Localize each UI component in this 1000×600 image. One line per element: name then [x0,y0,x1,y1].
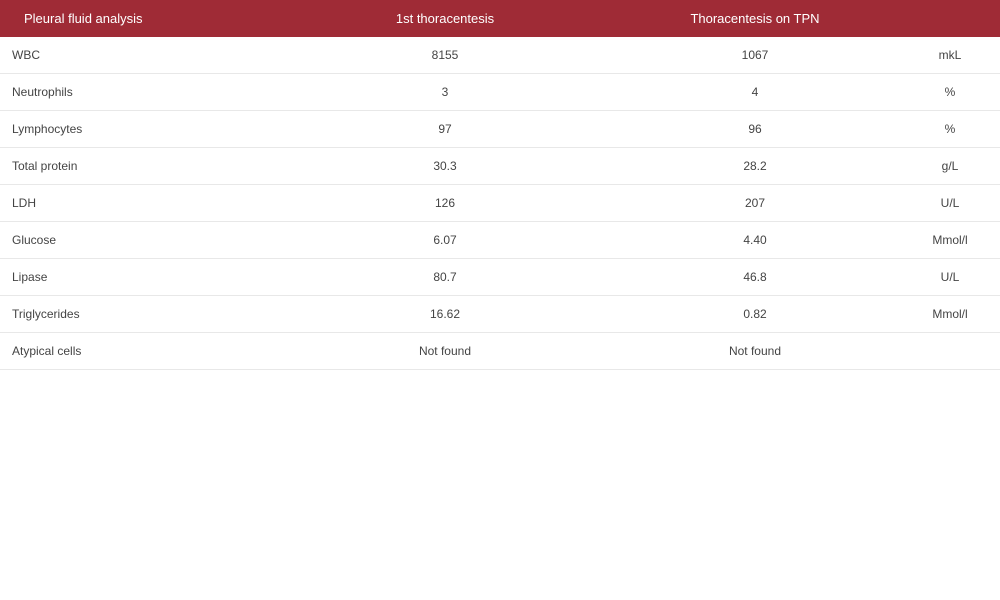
cell-unit: Mmol/l [900,296,1000,333]
table-row: Total protein 30.3 28.2 g/L [0,148,1000,185]
cell-v2: 4 [610,74,900,111]
cell-v1: 126 [280,185,610,222]
cell-unit [900,333,1000,370]
table-row: Triglycerides 16.62 0.82 Mmol/l [0,296,1000,333]
col-header-analysis: Pleural fluid analysis [0,0,280,37]
cell-v2: Not found [610,333,900,370]
table-row: Neutrophils 3 4 % [0,74,1000,111]
table-row: Glucose 6.07 4.40 Mmol/l [0,222,1000,259]
cell-v1: 6.07 [280,222,610,259]
cell-unit: g/L [900,148,1000,185]
cell-v2: 1067 [610,37,900,74]
cell-v1: 3 [280,74,610,111]
cell-v2: 0.82 [610,296,900,333]
cell-unit: Mmol/l [900,222,1000,259]
table-body: WBC 8155 1067 mkL Neutrophils 3 4 % Lymp… [0,37,1000,370]
table-header-row: Pleural fluid analysis 1st thoracentesis… [0,0,1000,37]
cell-v2: 28.2 [610,148,900,185]
table-row: Atypical cells Not found Not found [0,333,1000,370]
cell-param: Glucose [0,222,280,259]
table-row: LDH 126 207 U/L [0,185,1000,222]
cell-param: Lipase [0,259,280,296]
cell-v1: 80.7 [280,259,610,296]
cell-unit: % [900,74,1000,111]
col-header-first-thoracentesis: 1st thoracentesis [280,0,610,37]
cell-param: LDH [0,185,280,222]
cell-v2: 96 [610,111,900,148]
cell-unit: mkL [900,37,1000,74]
table-row: Lipase 80.7 46.8 U/L [0,259,1000,296]
cell-v1: 97 [280,111,610,148]
pleural-fluid-table: Pleural fluid analysis 1st thoracentesis… [0,0,1000,370]
cell-param: Atypical cells [0,333,280,370]
cell-unit: U/L [900,259,1000,296]
cell-param: WBC [0,37,280,74]
cell-v2: 46.8 [610,259,900,296]
cell-param: Neutrophils [0,74,280,111]
table-row: Lymphocytes 97 96 % [0,111,1000,148]
cell-param: Lymphocytes [0,111,280,148]
cell-v2: 4.40 [610,222,900,259]
cell-v2: 207 [610,185,900,222]
cell-v1: 8155 [280,37,610,74]
cell-v1: 16.62 [280,296,610,333]
cell-v1: Not found [280,333,610,370]
cell-unit: U/L [900,185,1000,222]
cell-param: Total protein [0,148,280,185]
table-row: WBC 8155 1067 mkL [0,37,1000,74]
cell-v1: 30.3 [280,148,610,185]
col-header-unit [900,0,1000,37]
col-header-tpn-thoracentesis: Thoracentesis on TPN [610,0,900,37]
cell-param: Triglycerides [0,296,280,333]
cell-unit: % [900,111,1000,148]
